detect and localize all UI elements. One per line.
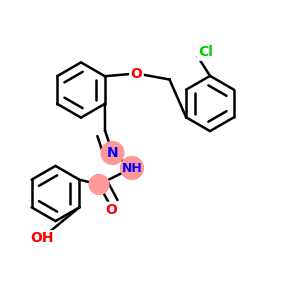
Text: OH: OH	[30, 232, 54, 245]
Text: O: O	[105, 203, 117, 217]
Circle shape	[101, 142, 124, 164]
Circle shape	[121, 157, 143, 179]
Text: NH: NH	[122, 161, 142, 175]
Text: N: N	[107, 146, 118, 160]
Text: Cl: Cl	[198, 46, 213, 59]
Text: O: O	[130, 67, 142, 80]
Circle shape	[89, 175, 109, 194]
